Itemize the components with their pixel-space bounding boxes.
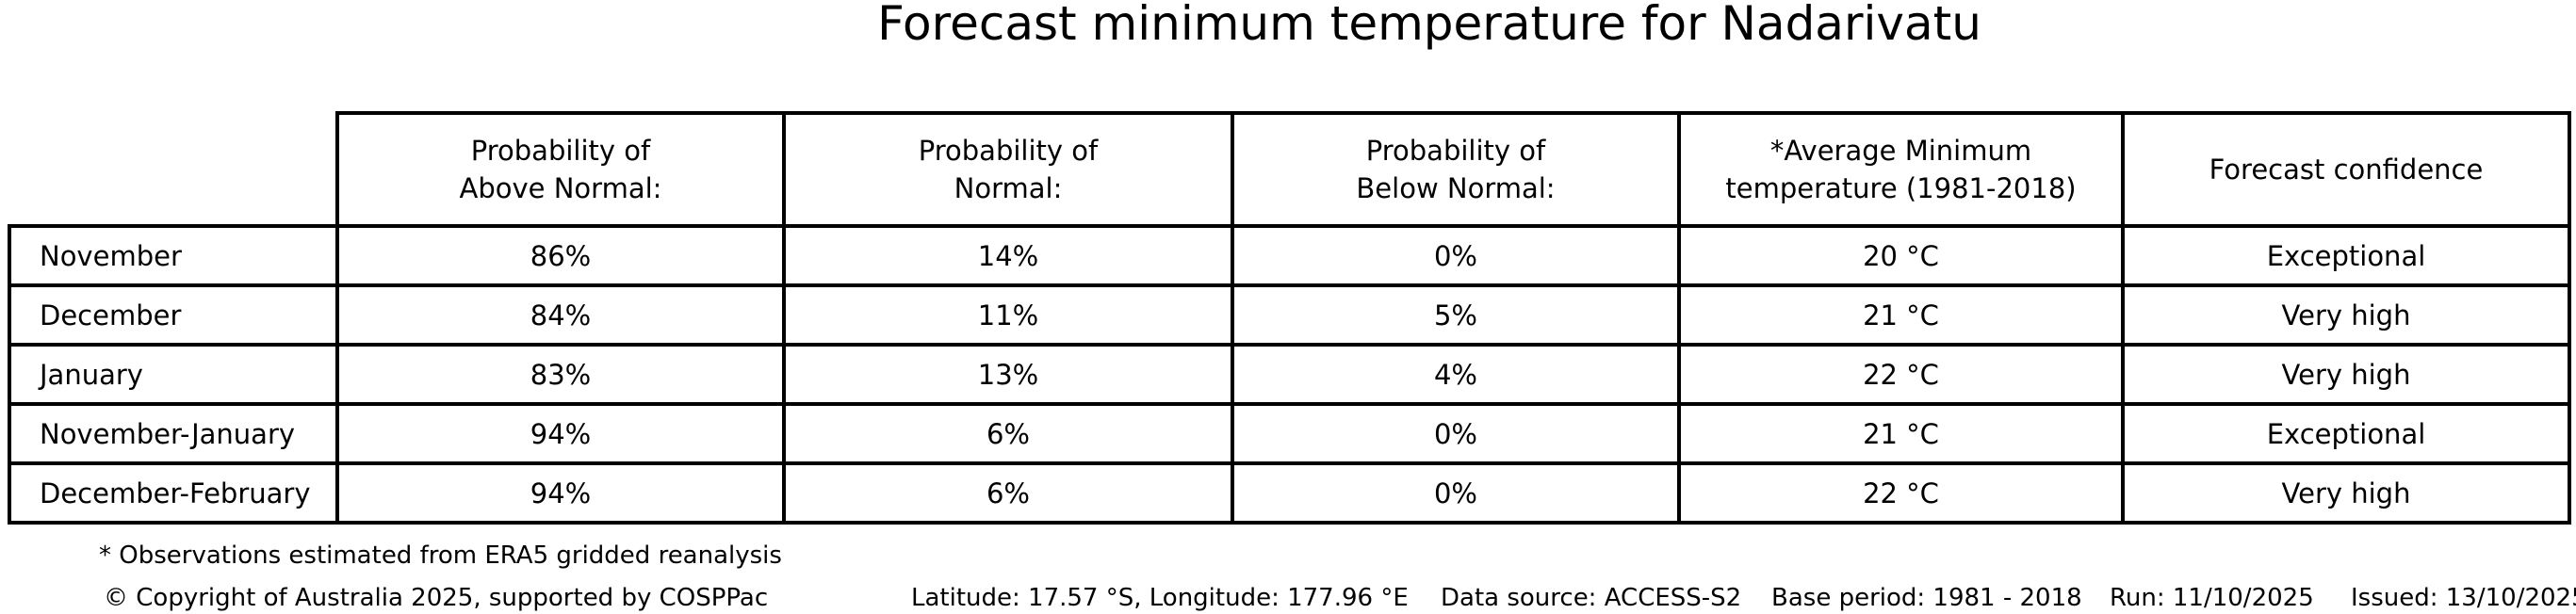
- cell-confidence: Exceptional: [2121, 402, 2571, 465]
- cell-confidence: Very high: [2121, 461, 2571, 525]
- cell-average-temp: 20 °C: [1677, 224, 2125, 287]
- copyright-text: © Copyright of Australia 2025, supported…: [104, 584, 769, 612]
- run-date-text: Run: 11/10/2025: [2110, 584, 2314, 612]
- header-row: Probability of Above Normal: Probability…: [9, 111, 2571, 228]
- cell-normal: 6%: [782, 402, 1234, 465]
- column-header-above-normal: Probability of Above Normal:: [335, 111, 786, 228]
- header-line: Normal:: [954, 172, 1063, 204]
- row-label: December: [8, 283, 339, 347]
- table-row: January 83% 13% 4% 22 °C Very high: [8, 343, 2571, 406]
- cell-average-temp: 22 °C: [1677, 343, 2125, 406]
- lat-long-text: Latitude: 17.57 °S, Longitude: 177.96 °E: [911, 584, 1409, 612]
- cell-confidence: Exceptional: [2121, 224, 2571, 287]
- cell-confidence: Very high: [2121, 283, 2571, 347]
- cell-normal: 6%: [782, 461, 1234, 525]
- header-line: Below Normal:: [1356, 172, 1556, 204]
- column-header-forecast-confidence: Forecast confidence: [2121, 111, 2571, 228]
- table-row: November-January 94% 6% 0% 21 °C Excepti…: [8, 402, 2571, 465]
- row-label: November-January: [8, 402, 339, 465]
- cell-confidence: Very high: [2121, 343, 2571, 406]
- row-label: November: [8, 224, 339, 287]
- table-row: December 84% 11% 5% 21 °C Very high: [8, 283, 2571, 347]
- page-title: Forecast minimum temperature for Nadariv…: [877, 0, 1981, 51]
- cell-normal: 11%: [782, 283, 1234, 347]
- cell-average-temp: 22 °C: [1677, 461, 2125, 525]
- row-label: January: [8, 343, 339, 406]
- cell-above-normal: 84%: [335, 283, 786, 347]
- cell-above-normal: 83%: [335, 343, 786, 406]
- header-line: temperature (1981-2018): [1725, 172, 2077, 204]
- header-line: Probability of: [470, 135, 651, 167]
- header-line: Above Normal:: [459, 172, 662, 204]
- table-row: November 86% 14% 0% 20 °C Exceptional: [8, 224, 2571, 287]
- header-line: Probability of: [1365, 135, 1546, 167]
- column-header-average-minimum: *Average Minimum temperature (1981-2018): [1677, 111, 2125, 228]
- table-row: December-February 94% 6% 0% 22 °C Very h…: [8, 461, 2571, 525]
- cell-normal: 14%: [782, 224, 1234, 287]
- column-header-normal: Probability of Normal:: [782, 111, 1234, 228]
- cell-below-normal: 0%: [1231, 461, 1681, 525]
- cell-below-normal: 0%: [1231, 224, 1681, 287]
- data-source-text: Data source: ACCESS-S2: [1441, 584, 1742, 612]
- cell-below-normal: 5%: [1231, 283, 1681, 347]
- cell-below-normal: 4%: [1231, 343, 1681, 406]
- era5-footnote: * Observations estimated from ERA5 gridd…: [99, 541, 782, 570]
- header-line: Forecast confidence: [2209, 154, 2484, 186]
- header-line: *Average Minimum: [1769, 135, 2032, 167]
- base-period-text: Base period: 1981 - 2018: [1771, 584, 2082, 612]
- corner-cell: [9, 113, 337, 226]
- header-line: Probability of: [918, 135, 1099, 167]
- forecast-table: Probability of Above Normal: Probability…: [8, 111, 2571, 525]
- row-label: December-February: [8, 461, 339, 525]
- cell-normal: 13%: [782, 343, 1234, 406]
- issued-date-text: Issued: 13/10/2025: [2351, 584, 2576, 612]
- cell-above-normal: 94%: [335, 461, 786, 525]
- cell-above-normal: 94%: [335, 402, 786, 465]
- cell-above-normal: 86%: [335, 224, 786, 287]
- cell-below-normal: 0%: [1231, 402, 1681, 465]
- column-header-below-normal: Probability of Below Normal:: [1231, 111, 1681, 228]
- cell-average-temp: 21 °C: [1677, 402, 2125, 465]
- cell-average-temp: 21 °C: [1677, 283, 2125, 347]
